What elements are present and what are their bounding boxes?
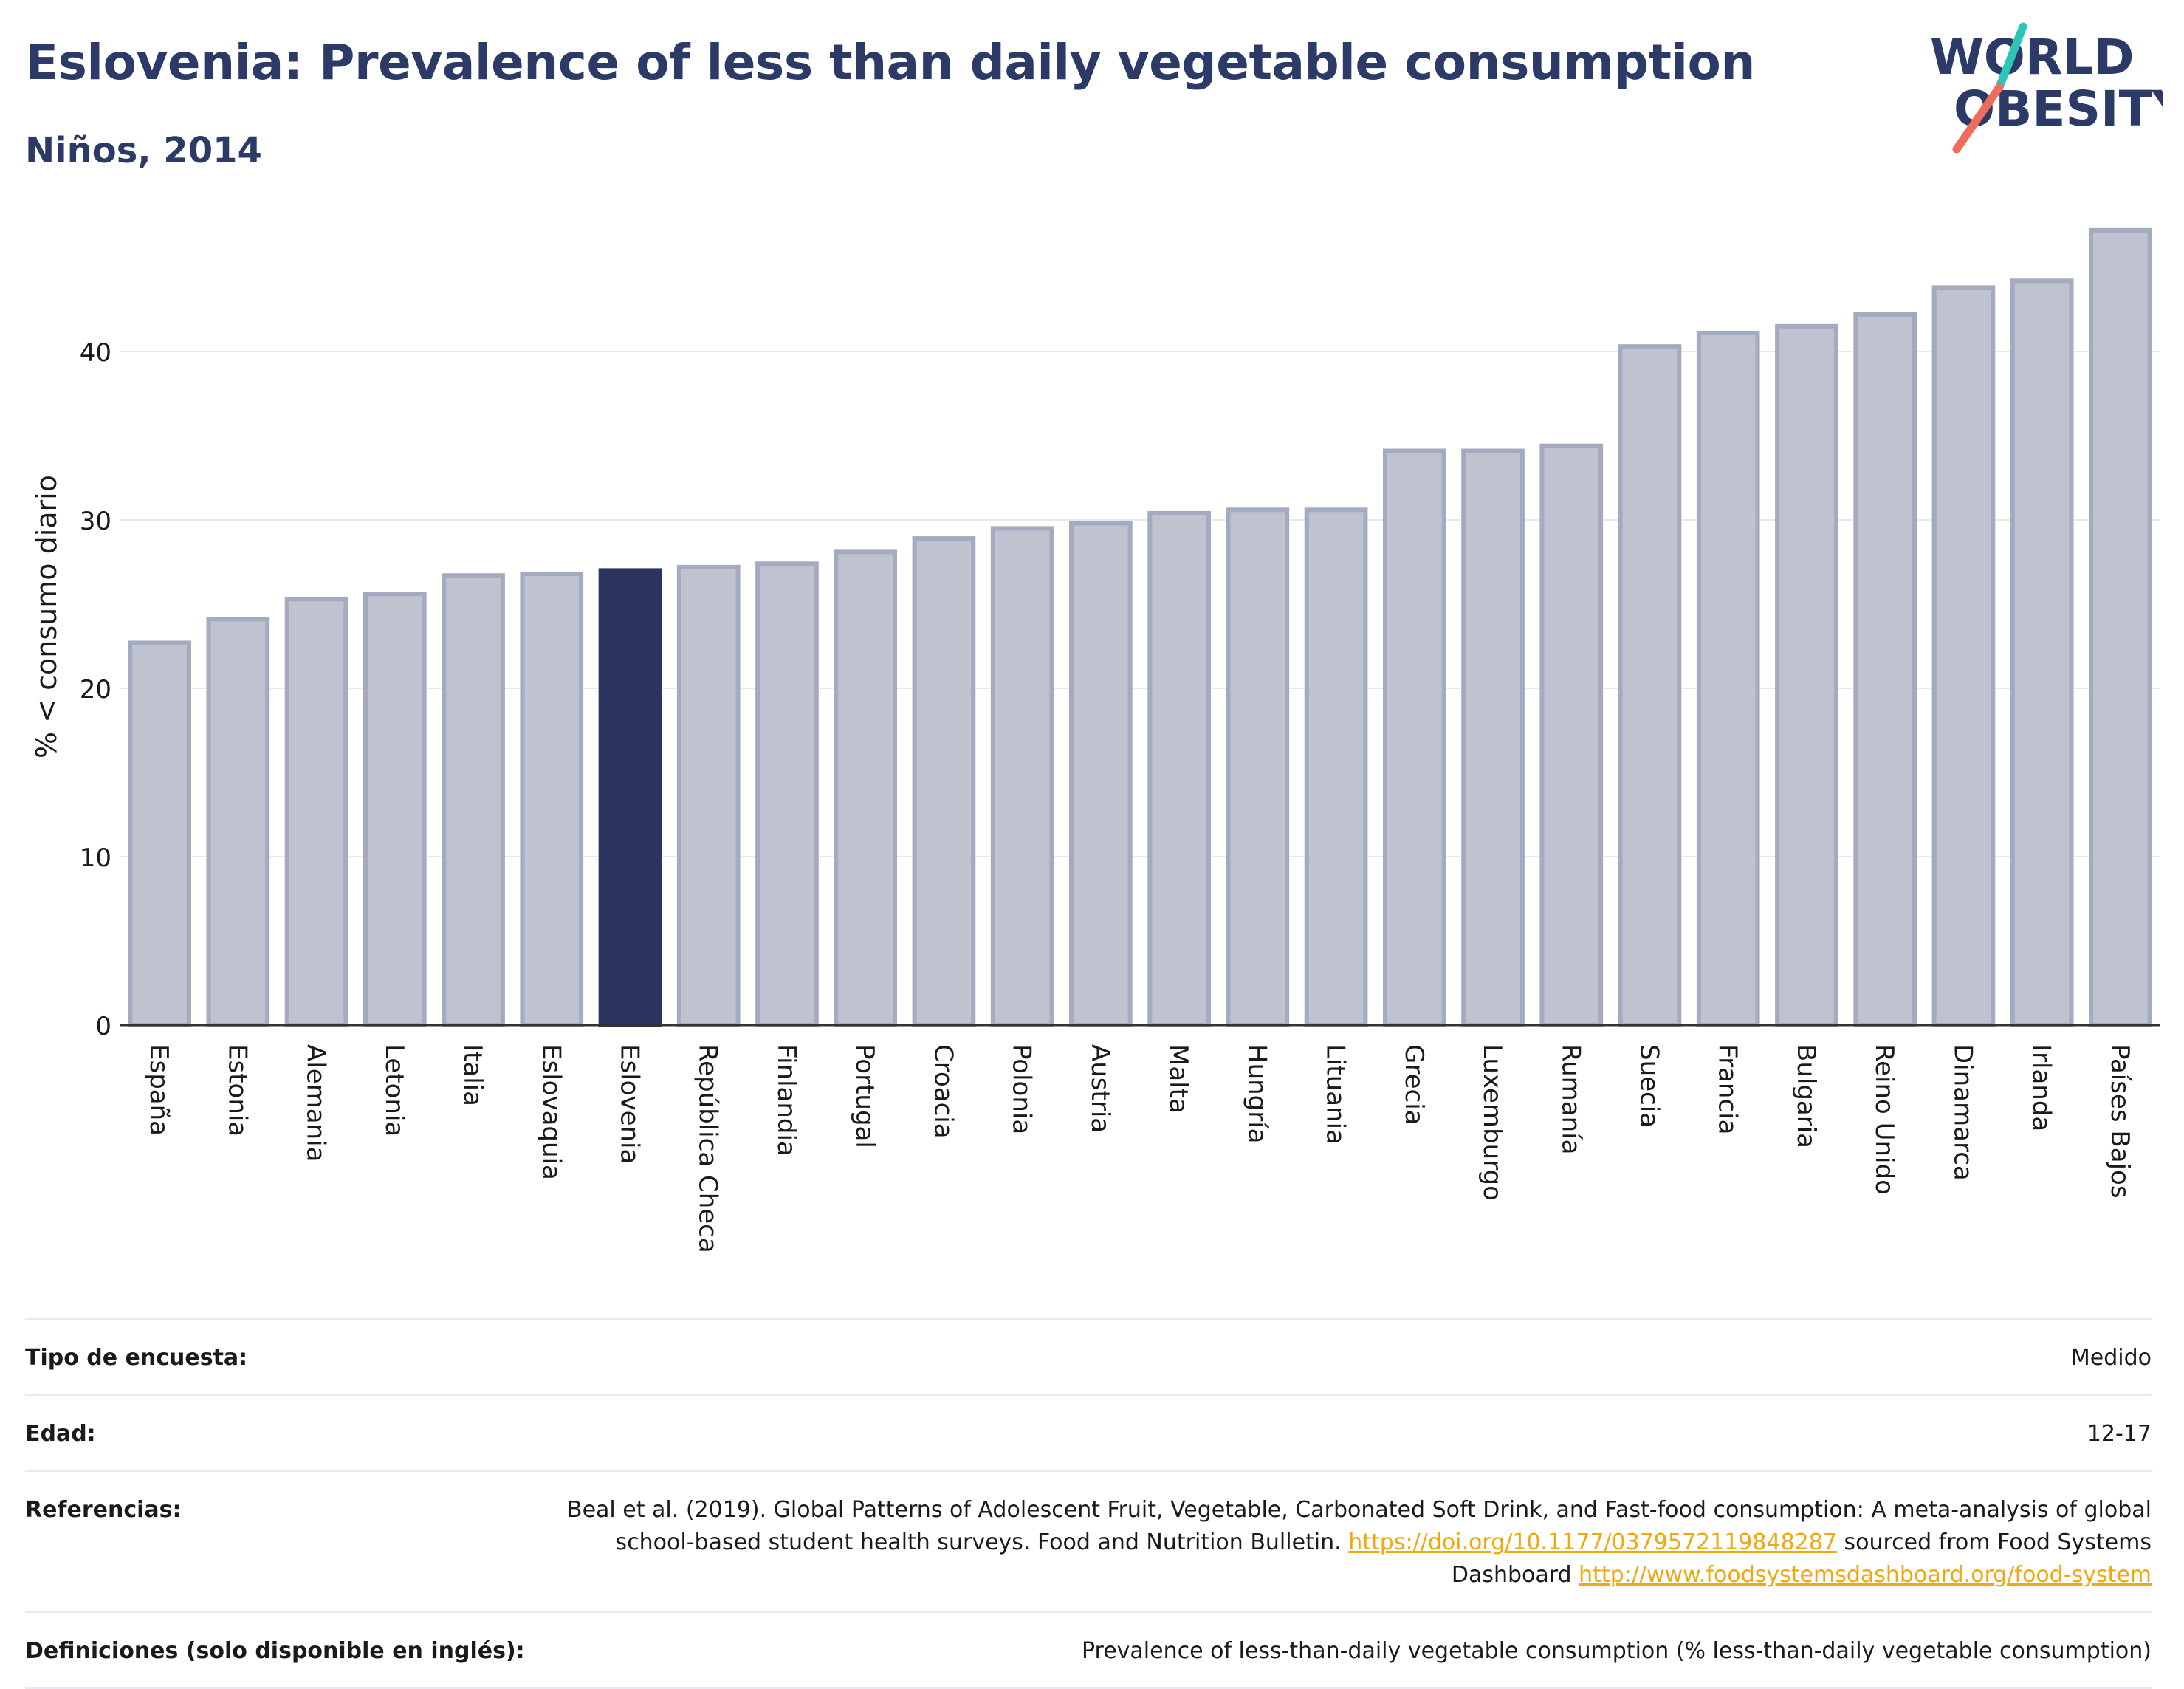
x-tick-label: Eslovaquia bbox=[536, 1044, 566, 1180]
bar-24[interactable] bbox=[2010, 278, 2074, 1027]
y-axis-label: % < consumo diario bbox=[30, 475, 63, 758]
x-tick-label: Italia bbox=[458, 1044, 487, 1106]
bar-22[interactable] bbox=[1853, 312, 1917, 1027]
x-tick-label: Eslovenia bbox=[615, 1044, 645, 1164]
definitions-value: Prevalence of less-than-daily vegetable … bbox=[1081, 1638, 2152, 1664]
y-tick-label: 0 bbox=[95, 1012, 111, 1041]
y-tick-label: 40 bbox=[80, 338, 111, 368]
x-tick-label: Grecia bbox=[1399, 1044, 1429, 1125]
bar-12[interactable] bbox=[1069, 521, 1133, 1027]
doi-link[interactable]: https://doi.org/10.1177/0379572119848287 bbox=[1348, 1529, 1837, 1555]
axes: 0 10 20 30 40 España Estonia Alemania Letonia Ita… bbox=[80, 338, 2160, 1253]
bar-23[interactable] bbox=[1931, 285, 1996, 1027]
bar-18[interactable] bbox=[1539, 443, 1604, 1027]
x-tick-label: Países Bajos bbox=[2105, 1044, 2135, 1199]
info-row-references: Referencias: Beal et al. (2019). Global … bbox=[25, 1470, 2152, 1611]
references-value: Beal et al. (2019). Global Patterns of A… bbox=[498, 1494, 2152, 1592]
bar-chart: 0 10 20 30 40 España Estonia Alemania Letonia Ita… bbox=[30, 227, 2160, 1253]
references-source-text: sourced from Food Systems Dashboard bbox=[1451, 1529, 2152, 1588]
logo-slash-coral bbox=[1952, 83, 2004, 154]
x-tick-label: Alemania bbox=[301, 1044, 331, 1162]
bar-4[interactable] bbox=[442, 573, 505, 1027]
bar-25[interactable] bbox=[2089, 227, 2152, 1028]
bar-17[interactable] bbox=[1461, 448, 1525, 1027]
survey-type-label: Tipo de encuesta: bbox=[25, 1345, 248, 1371]
info-table: Tipo de encuesta: Medido Edad: 12-17 Ref… bbox=[25, 1318, 2152, 1689]
x-tick-label: Lituania bbox=[1321, 1044, 1350, 1145]
bar-0[interactable] bbox=[128, 640, 191, 1027]
x-tick-label: Estonia bbox=[222, 1044, 252, 1137]
definitions-label: Definiciones (solo disponible en inglés)… bbox=[25, 1638, 525, 1664]
bar-20[interactable] bbox=[1696, 330, 1760, 1028]
x-tick-label: Luxemburgo bbox=[1477, 1044, 1507, 1201]
references-text: Beal et al. (2019). Global Patterns of A… bbox=[566, 1497, 2152, 1555]
y-tick-label: 30 bbox=[80, 507, 111, 536]
x-tick-label: Croacia bbox=[928, 1044, 958, 1139]
logo-word-world: WORLD bbox=[1930, 29, 2135, 86]
x-tick-label: Letonia bbox=[380, 1044, 409, 1137]
bar-7[interactable] bbox=[676, 564, 741, 1027]
info-row-age: Edad: 12-17 bbox=[25, 1394, 2152, 1470]
age-label: Edad: bbox=[25, 1421, 96, 1447]
bar-10[interactable] bbox=[912, 536, 976, 1027]
bar-3[interactable] bbox=[363, 592, 427, 1027]
bar-14[interactable] bbox=[1226, 507, 1290, 1027]
info-row-definitions: Definiciones (solo disponible en inglés)… bbox=[25, 1611, 2152, 1689]
world-obesity-logo: WORLD OBESITY bbox=[1930, 22, 2163, 154]
x-tick-label: Polonia bbox=[1007, 1044, 1037, 1134]
bar-1[interactable] bbox=[206, 617, 270, 1027]
bar-21[interactable] bbox=[1775, 323, 1838, 1027]
bar-11[interactable] bbox=[990, 526, 1054, 1027]
logo-slash-teal bbox=[1995, 22, 2027, 92]
x-tick-label: Bulgaria bbox=[1791, 1044, 1821, 1148]
x-tick-label: Portugal bbox=[850, 1044, 879, 1148]
x-tick-label: Dinamarca bbox=[1948, 1044, 1977, 1181]
references-label: Referencias: bbox=[25, 1497, 182, 1523]
x-tick-label: República Checa bbox=[693, 1044, 723, 1253]
x-tick-label: Suecia bbox=[1635, 1044, 1664, 1128]
bar-6[interactable] bbox=[598, 568, 662, 1027]
x-tick-label: Malta bbox=[1164, 1044, 1193, 1114]
x-tick-label: España bbox=[144, 1044, 174, 1136]
bar-8[interactable] bbox=[755, 561, 819, 1027]
y-tick-label: 20 bbox=[80, 675, 111, 705]
dashboard-link[interactable]: http://www.foodsystemsdashboard.org/food… bbox=[1579, 1562, 2152, 1588]
x-tick-label: Rumanía bbox=[1556, 1044, 1585, 1154]
bar-5[interactable] bbox=[520, 571, 584, 1027]
x-tick-label: Austria bbox=[1085, 1044, 1115, 1133]
survey-type-value: Medido bbox=[2070, 1345, 2152, 1371]
x-tick-label: Hungría bbox=[1242, 1044, 1271, 1144]
bar-9[interactable] bbox=[834, 549, 898, 1027]
bar-16[interactable] bbox=[1382, 448, 1446, 1027]
age-value: 12-17 bbox=[2087, 1421, 2152, 1447]
x-tick-label: Irlanda bbox=[2027, 1044, 2056, 1131]
bar-19[interactable] bbox=[1618, 344, 1682, 1028]
chart-subtitle: Niños, 2014 bbox=[25, 130, 262, 171]
bar-13[interactable] bbox=[1147, 510, 1211, 1027]
bar-2[interactable] bbox=[284, 597, 348, 1027]
x-tick-label: Finlandia bbox=[772, 1044, 801, 1157]
x-tick-label: Francia bbox=[1713, 1044, 1742, 1134]
x-tick-label: Reino Unido bbox=[1869, 1044, 1899, 1195]
bars bbox=[128, 227, 2152, 1028]
y-tick-label: 10 bbox=[80, 843, 111, 873]
chart-title: Eslovenia: Prevalence of less than daily… bbox=[25, 34, 1755, 91]
bar-15[interactable] bbox=[1304, 507, 1368, 1027]
info-row-survey: Tipo de encuesta: Medido bbox=[25, 1318, 2152, 1394]
